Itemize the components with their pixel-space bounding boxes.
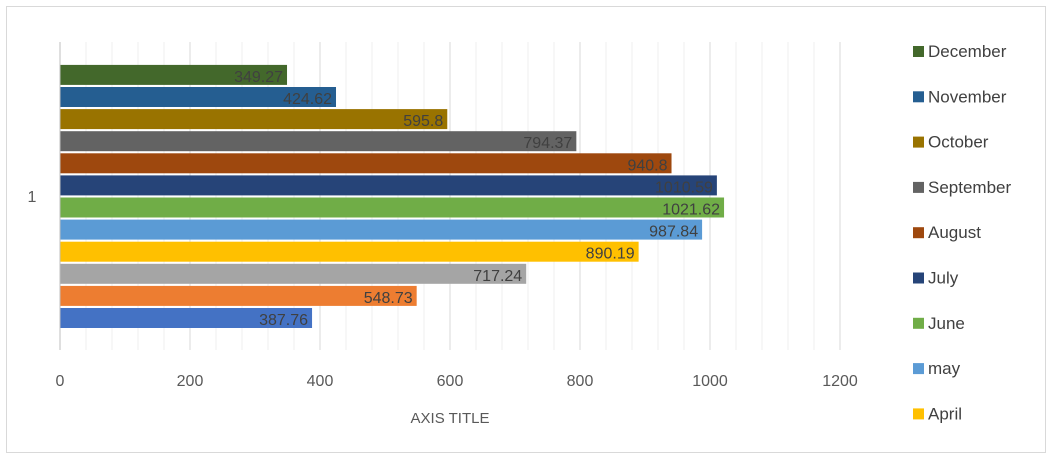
x-tick-labels: 0 200 400 600 800 1000 1200 (56, 373, 858, 390)
bar-december (60, 64, 288, 85)
bar-june (60, 197, 725, 218)
legend: December November October September August Ju… (913, 42, 1011, 423)
data-label-august: 940.8 (627, 157, 667, 174)
x-tick-label: 1000 (692, 373, 728, 390)
data-label-may: 987.84 (649, 224, 698, 241)
bar-november (60, 87, 337, 107)
x-tick-label: 1200 (822, 373, 858, 390)
x-tick-label: 600 (437, 373, 464, 390)
data-label-november: 424.62 (283, 91, 332, 108)
legend-label-june: June (928, 314, 965, 333)
data-label-january: 387.76 (259, 312, 308, 329)
legend-label-august: August (928, 223, 981, 242)
bar-january (60, 308, 313, 328)
legend-label-october: October (928, 133, 989, 152)
legend-swatch-september (913, 181, 924, 193)
bar-may (60, 219, 703, 240)
data-label-june: 1021.62 (662, 202, 720, 219)
legend-swatch-april (913, 408, 924, 420)
data-label-july: 1010.59 (655, 179, 713, 196)
x-tick-label: 400 (307, 373, 334, 390)
legend-label-may: may (928, 359, 961, 378)
legend-swatch-july (913, 272, 924, 284)
data-label-september: 794.37 (523, 135, 572, 152)
bar-march (60, 263, 527, 284)
legend-swatch-august (913, 227, 924, 239)
legend-label-november: November (928, 87, 1007, 106)
data-label-march: 717.24 (473, 268, 522, 285)
legend-swatch-may (913, 363, 924, 375)
legend-label-april: April (928, 404, 962, 423)
data-label-october: 595.8 (403, 113, 443, 130)
bar-august (60, 153, 672, 174)
data-label-april: 890.19 (586, 246, 635, 263)
x-tick-label: 800 (567, 373, 594, 390)
bar-group (60, 64, 725, 328)
legend-swatch-december (913, 46, 924, 57)
legend-swatch-october (913, 136, 924, 148)
x-tick-label: 200 (177, 373, 204, 390)
axes: 1 (28, 42, 61, 350)
legend-label-july: July (928, 269, 959, 288)
legend-label-december: December (928, 42, 1007, 61)
bar-april (60, 241, 639, 262)
data-label-february: 548.73 (364, 290, 413, 307)
legend-swatch-november (913, 91, 924, 103)
category-tick-label: 1 (28, 189, 37, 206)
data-label-december: 349.27 (234, 69, 283, 86)
bar-july (60, 175, 717, 196)
bar-september (60, 131, 577, 152)
x-axis-title: AXIS TITLE (411, 410, 490, 427)
x-tick-label: 0 (56, 373, 65, 390)
legend-swatch-june (913, 317, 924, 329)
data-labels: 387.76 548.73 717.24 890.19 987.84 1021.62 101… (234, 69, 720, 329)
legend-label-september: September (928, 178, 1011, 197)
bar-february (60, 285, 417, 306)
bar-october (60, 109, 448, 130)
